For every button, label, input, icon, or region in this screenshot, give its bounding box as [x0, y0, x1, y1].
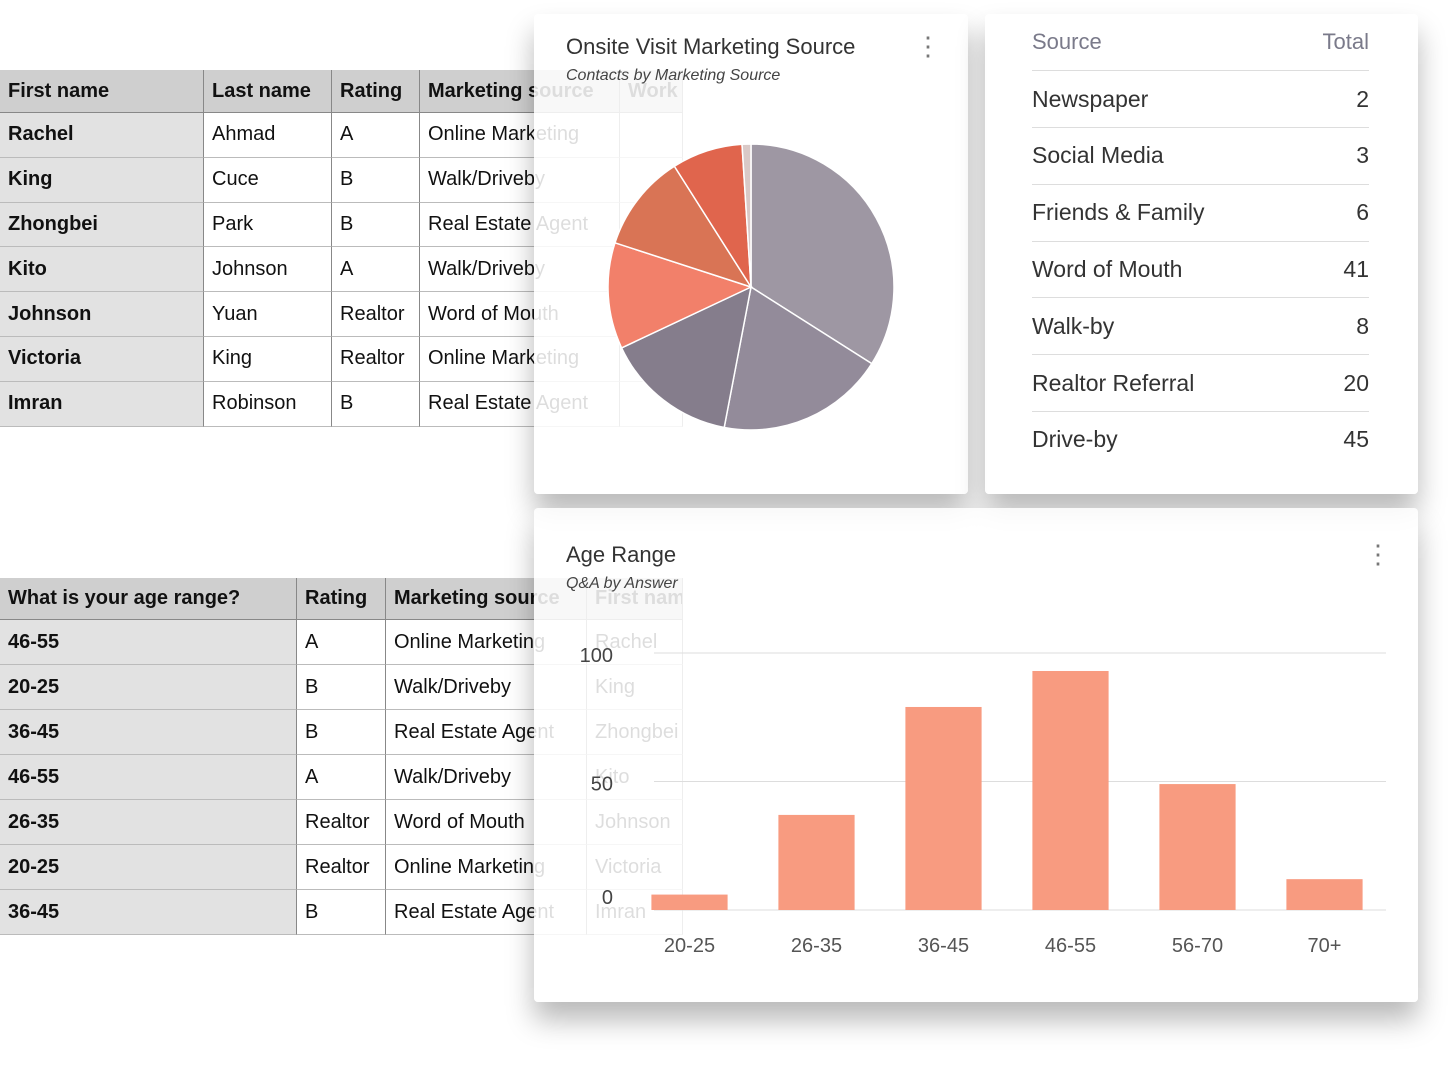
source-card: Source Total Newspaper 2 Social Media 3 Friend…	[985, 14, 1418, 494]
cell: 20-25	[0, 845, 297, 890]
cell: A	[332, 113, 420, 158]
table-cell: Social Media	[1032, 142, 1164, 169]
header-cell: Source	[1032, 29, 1102, 54]
cell: B	[297, 665, 386, 710]
chart-subtitle: Q&A by Answer	[566, 575, 678, 592]
cell: 36-45	[0, 890, 297, 935]
cell: A	[332, 247, 420, 293]
bar	[1032, 670, 1109, 910]
table-cell: Word of Mouth	[1032, 255, 1183, 282]
bar	[778, 814, 855, 910]
table-cell: 8	[1356, 312, 1369, 339]
chart-subtitle: Contacts by Marketing Source	[566, 67, 781, 84]
x-tick-label: 56-70	[1172, 935, 1223, 957]
bar	[1159, 784, 1236, 910]
cell: King	[204, 337, 332, 382]
x-tick-label: 26-35	[791, 935, 842, 957]
pie-slice	[614, 165, 753, 289]
cell: A	[297, 620, 386, 665]
cell: 20-25	[0, 665, 297, 710]
cell: A	[297, 755, 386, 800]
cell: Ahmad	[204, 113, 332, 158]
cell: 26-35	[0, 800, 297, 845]
table-row: Friends & Family 6	[1032, 185, 1369, 242]
cell: Realtor	[297, 800, 386, 845]
y-tick-label: 50	[591, 774, 613, 796]
cell: 46-55	[0, 620, 297, 665]
bar	[1286, 879, 1363, 910]
x-tick-label: 20-25	[664, 935, 715, 957]
pie-slice	[607, 241, 754, 349]
table-row: Walk-by 8	[1032, 298, 1369, 356]
cell: B	[332, 202, 420, 248]
cell: Rachel	[0, 113, 204, 158]
x-tick-label: 46-55	[1045, 935, 1096, 957]
pie-slice	[620, 285, 753, 429]
cell: 36-45	[0, 710, 297, 755]
table-row: Word of Mouth 41	[1032, 241, 1369, 299]
table-cell: Drive-by	[1032, 426, 1118, 453]
table-row: Drive-by 45	[1032, 412, 1369, 468]
cell: Victoria	[0, 337, 204, 382]
table-cell: 3	[1356, 142, 1369, 169]
cell: Yuan	[204, 292, 332, 337]
pie-slice	[723, 285, 873, 431]
table-cell: 41	[1343, 255, 1369, 282]
column-header: Last name	[204, 70, 332, 113]
column-header: First name	[0, 70, 204, 113]
bar-card: Age Range Q&A by Answer ⋮ 0 50 100 20-25 26-…	[534, 508, 1418, 1002]
cell: Kito	[0, 247, 204, 293]
table-row: Realtor Referral 20	[1032, 355, 1369, 412]
bar	[905, 706, 982, 910]
pie-chart	[607, 143, 895, 431]
x-tick-label: 36-45	[918, 935, 969, 957]
y-tick-label: 100	[580, 645, 613, 667]
cell: King	[0, 157, 204, 203]
table-cell: 2	[1356, 85, 1369, 112]
chart-title: Onsite Visit Marketing Source	[566, 34, 856, 59]
table-cell: 20	[1343, 369, 1369, 396]
cell: Realtor	[332, 292, 420, 337]
table-cell: Realtor Referral	[1032, 369, 1195, 396]
table-cell: 6	[1356, 199, 1369, 226]
cell: Robinson	[204, 381, 332, 427]
cell: 46-55	[0, 755, 297, 800]
column-header: Rating	[297, 578, 386, 620]
cell: Realtor	[297, 845, 386, 890]
column-header: What is your age range?	[0, 578, 297, 620]
cell: Zhongbei	[0, 202, 204, 248]
cell: Imran	[0, 381, 204, 427]
table-cell: Walk-by	[1032, 312, 1115, 339]
table-row: Newspaper 2	[1032, 71, 1369, 128]
cell: B	[297, 710, 386, 755]
table-cell: 45	[1343, 426, 1369, 453]
cell: Johnson	[0, 292, 204, 337]
pie-slice	[750, 143, 895, 365]
cell: B	[332, 157, 420, 203]
y-tick-label: 0	[602, 887, 613, 909]
cell: B	[297, 890, 386, 935]
pie-card: Onsite Visit Marketing Source Contacts b…	[534, 14, 968, 494]
cell: Cuce	[204, 157, 332, 203]
bar-chart: 0 50 100 20-25 26-35 36-45 46-55 56-70 70+	[580, 645, 1386, 957]
x-tick-label: 70+	[1308, 935, 1342, 957]
bar	[651, 894, 728, 910]
cell: Realtor	[332, 337, 420, 382]
table-row: Social Media 3	[1032, 128, 1369, 185]
cell: Park	[204, 202, 332, 248]
chart-title: Age Range	[566, 542, 677, 567]
pie-slice	[741, 143, 752, 288]
table-header: Source Total	[1032, 14, 1369, 71]
cell: B	[332, 381, 420, 427]
table-cell: Newspaper	[1032, 85, 1149, 112]
cell: Johnson	[204, 247, 332, 293]
table-cell: Friends & Family	[1032, 199, 1205, 226]
header-cell: Total	[1322, 29, 1369, 54]
column-header: Rating	[332, 70, 420, 113]
